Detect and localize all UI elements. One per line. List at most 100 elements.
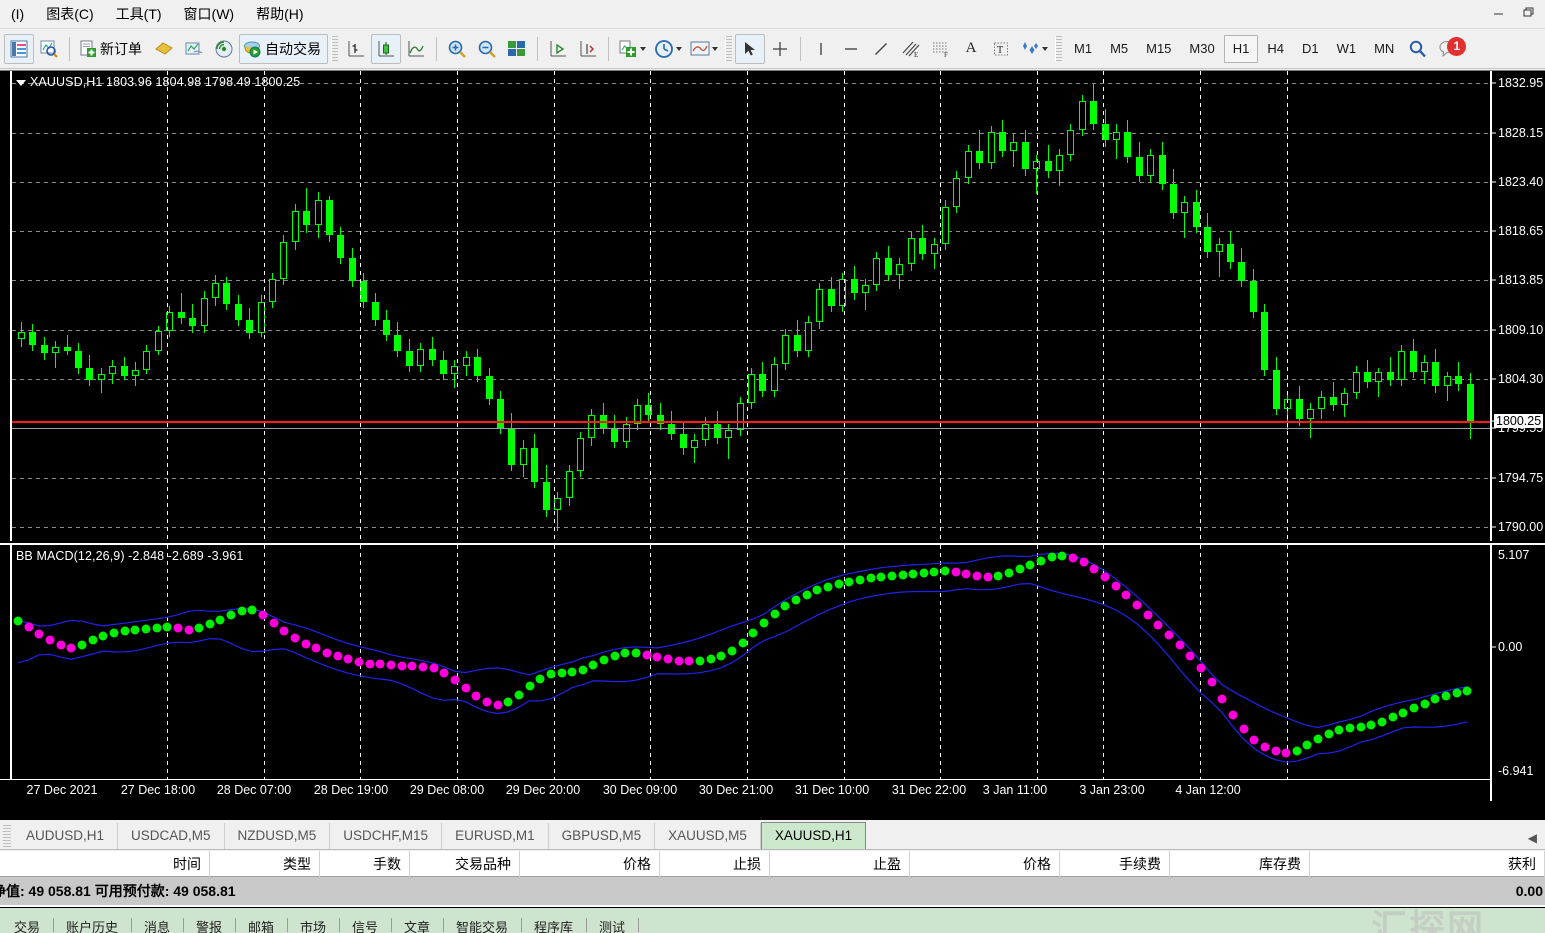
chart-tab-usdchf-m15[interactable]: USDCHF,M15 <box>330 823 443 849</box>
chevron-down-icon-4[interactable] <box>1042 46 1048 51</box>
chart-tab-nzdusd-m5[interactable]: NZDUSD,M5 <box>225 823 331 849</box>
menu-tools[interactable]: 工具(T) <box>115 6 162 22</box>
text-icon[interactable]: A <box>965 40 977 56</box>
terminal-tab-7[interactable]: 文章 <box>404 920 431 933</box>
terminal-tab-bar[interactable]: 交易 账户历史 消息 警报 邮箱 市场 信号 文章 智能交易 程序库 测试 <box>0 907 1545 933</box>
chart-tab-bar[interactable]: AUDUSD,H1 USDCAD,M5 NZDUSD,M5 USDCHF,M15 EUR… <box>0 822 1545 850</box>
macd-plot-area[interactable] <box>12 545 1490 801</box>
expert-advisors-icon[interactable] <box>149 34 179 64</box>
chart-window[interactable]: XAUUSD,H1 1803.96 1804.98 1798.49 1800.2… <box>0 70 1545 820</box>
terminal-column-6[interactable]: 止盈 <box>770 850 910 877</box>
auto-scroll-icon[interactable] <box>573 34 603 64</box>
macd-dot <box>546 669 556 679</box>
search-icon[interactable] <box>1403 34 1433 64</box>
terminal-column-8[interactable]: 手续费 <box>1060 850 1170 877</box>
bar-chart-icon[interactable] <box>341 34 371 64</box>
horizontal-line-icon[interactable] <box>836 34 866 64</box>
fibonacci-icon[interactable]: F <box>926 34 956 64</box>
data-window-icon[interactable] <box>34 34 64 64</box>
chart-tab-xauusd-h1[interactable]: XAUUSD,H1 <box>760 822 867 849</box>
indicator-panel[interactable]: BB MACD(12,26,9) -2.848 -2.689 -3.961 5.… <box>0 543 1545 801</box>
chart-tab-eurusd-m1[interactable]: EURUSD,M1 <box>442 823 549 849</box>
zoom-out-icon[interactable] <box>472 34 502 64</box>
chart-tab-audusd-h1[interactable]: AUDUSD,H1 <box>13 823 119 849</box>
terminal-tab-1[interactable]: 账户历史 <box>66 920 119 933</box>
zoom-in-icon[interactable] <box>442 34 472 64</box>
timeframe-h1[interactable]: H1 <box>1223 34 1259 63</box>
market-watch-icon[interactable] <box>4 33 34 64</box>
terminal-tab-5[interactable]: 市场 <box>300 920 327 933</box>
terminal-column-1[interactable]: 类型 <box>210 850 320 877</box>
timeframe-m1[interactable]: M1 <box>1074 41 1093 56</box>
terminal-tab-9[interactable]: 程序库 <box>534 920 574 933</box>
new-order-button[interactable]: 新订单 <box>75 34 149 64</box>
add-indicator-icon[interactable] <box>614 34 650 64</box>
tile-windows-icon[interactable] <box>502 34 532 64</box>
restore-icon[interactable] <box>1513 0 1543 24</box>
terminal-tab-8[interactable]: 智能交易 <box>456 920 509 933</box>
macd-axis[interactable]: 5.107 0.00 -6.941 <box>1490 545 1545 801</box>
menu-help[interactable]: 帮助(H) <box>256 6 304 22</box>
text-label-icon[interactable]: T <box>986 34 1016 64</box>
toolbar-grip-3[interactable] <box>1055 35 1062 62</box>
equidistant-channel-icon[interactable]: E <box>896 34 926 64</box>
toolbar-grip-2[interactable] <box>725 35 732 62</box>
chevron-down-icon-2[interactable] <box>676 46 682 51</box>
period-icon[interactable] <box>650 34 686 64</box>
auto-trading-button[interactable]: 自动交易 <box>239 33 328 64</box>
terminal-tab-10[interactable]: 测试 <box>599 920 626 933</box>
macd-dot <box>34 629 44 639</box>
chevron-down-icon-3[interactable] <box>712 46 718 51</box>
indicators-icon[interactable] <box>179 34 209 64</box>
menu-file[interactable]: (I) <box>11 6 25 22</box>
terminal-column-10[interactable]: 获利 <box>1310 850 1545 877</box>
terminal-tab-0[interactable]: 交易 <box>14 920 41 933</box>
terminal-column-9[interactable]: 库存费 <box>1170 850 1310 877</box>
menu-window[interactable]: 窗口(W) <box>183 6 235 22</box>
chart-tabs-grip[interactable] <box>3 825 11 847</box>
timeframe-h4[interactable]: H4 <box>1267 41 1284 56</box>
terminal-tab-3[interactable]: 警报 <box>196 920 223 933</box>
toolbar-grip[interactable] <box>331 35 338 62</box>
chart-collapse-icon[interactable] <box>16 79 26 86</box>
timeframe-d1[interactable]: D1 <box>1301 41 1319 56</box>
terminal-column-3[interactable]: 交易品种 <box>410 850 520 877</box>
price-axis[interactable]: 1832.95 1828.15 1823.40 1818.65 1813.85 1809.… <box>1490 71 1545 541</box>
terminal-tab-4[interactable]: 邮箱 <box>248 920 275 933</box>
minimize-icon[interactable] <box>1483 0 1513 24</box>
chart-tab-gbpusd-m5[interactable]: GBPUSD,M5 <box>549 823 656 849</box>
price-panel[interactable]: XAUUSD,H1 1803.96 1804.98 1798.49 1800.2… <box>0 71 1545 541</box>
timeframe-m5[interactable]: M5 <box>1110 41 1129 56</box>
terminal-column-4[interactable]: 价格 <box>520 850 660 877</box>
chart-tabs-scroll-left-icon[interactable]: ◀ <box>1527 831 1537 845</box>
chart-tab-xauusd-m5[interactable]: XAUUSD,M5 <box>655 823 761 849</box>
price-plot-area[interactable] <box>12 71 1490 541</box>
chart-tab-usdcad-m5[interactable]: USDCAD,M5 <box>118 823 225 849</box>
terminal-column-0[interactable]: 时间 <box>0 850 210 877</box>
timeframe-mn[interactable]: MN <box>1374 41 1395 56</box>
notifications-icon[interactable]: 1 <box>1433 34 1467 64</box>
chart-shift-icon[interactable] <box>543 34 573 64</box>
terminal-column-5[interactable]: 止损 <box>660 850 770 877</box>
crosshair-icon[interactable] <box>765 34 795 64</box>
shapes-icon[interactable] <box>1016 34 1052 64</box>
candle-body <box>1158 154 1166 184</box>
terminal-tab-6[interactable]: 信号 <box>352 920 379 933</box>
templates-icon[interactable] <box>686 34 722 64</box>
menu-charts[interactable]: 图表(C) <box>46 6 94 22</box>
timeframe-m15[interactable]: M15 <box>1146 41 1172 56</box>
chevron-down-icon[interactable] <box>640 46 646 51</box>
terminal-column-headers[interactable]: 时间 类型 手数 交易品种 价格 止损 止盈 价格 手续费 库存费 获利 <box>0 850 1545 877</box>
signals-icon[interactable] <box>209 34 239 64</box>
terminal-tab-2[interactable]: 消息 <box>144 920 171 933</box>
timeframe-m30[interactable]: M30 <box>1189 41 1215 56</box>
terminal-column-2[interactable]: 手数 <box>320 850 410 877</box>
trendline-icon[interactable] <box>866 34 896 64</box>
time-label-5: 29 Dec 20:00 <box>505 783 581 797</box>
terminal-column-7[interactable]: 价格 <box>910 850 1060 877</box>
candlestick-chart-icon[interactable] <box>371 33 401 64</box>
line-chart-icon[interactable] <box>401 34 431 64</box>
timeframe-w1[interactable]: W1 <box>1336 41 1357 56</box>
vertical-line-icon[interactable] <box>806 34 836 64</box>
cursor-icon[interactable] <box>735 33 765 64</box>
